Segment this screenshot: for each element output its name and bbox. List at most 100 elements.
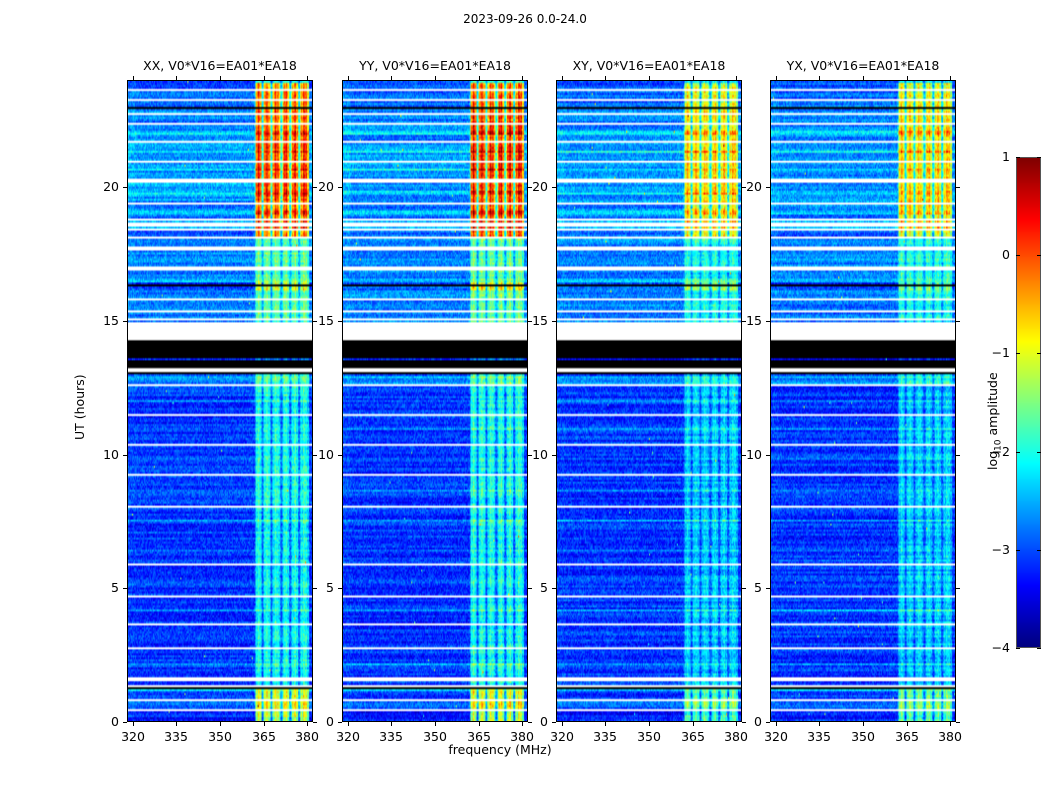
y-tick-mark-right xyxy=(956,455,960,456)
x-tick-label: 350 xyxy=(208,729,232,744)
y-tick-label: 5 xyxy=(540,580,548,595)
colorbar-axis-label: log10 amplitude xyxy=(985,372,1004,470)
x-tick-mark-top xyxy=(776,76,777,80)
colorbar-tick-mark xyxy=(1016,255,1020,256)
x-tick-mark xyxy=(307,722,308,726)
colorbar-tick-mark xyxy=(1016,550,1020,551)
x-tick-mark xyxy=(391,722,392,726)
panel-title-yy: YY, V0*V16=EA01*EA18 xyxy=(359,58,511,73)
waterfall-panel-yx[interactable] xyxy=(770,80,956,722)
x-tick-mark-top xyxy=(819,76,820,80)
y-tick-mark xyxy=(766,455,770,456)
x-tick-mark xyxy=(950,722,951,726)
dynamic-spectrum-yy xyxy=(343,81,527,721)
x-tick-mark xyxy=(522,722,523,726)
dynamic-spectrum-yx xyxy=(771,81,955,721)
x-tick-label: 365 xyxy=(252,729,276,744)
x-tick-mark xyxy=(649,722,650,726)
panel-title-yx: YX, V0*V16=EA01*EA18 xyxy=(786,58,940,73)
x-tick-mark xyxy=(435,722,436,726)
y-tick-mark-right xyxy=(313,321,317,322)
y-tick-mark xyxy=(766,588,770,589)
colorbar-tick-mark xyxy=(1037,452,1041,453)
y-tick-mark xyxy=(338,321,342,322)
y-tick-mark xyxy=(123,588,127,589)
y-tick-mark-right xyxy=(313,455,317,456)
x-tick-label: 380 xyxy=(295,729,319,744)
x-tick-mark-top xyxy=(264,76,265,80)
x-axis-label: frequency (MHz) xyxy=(448,742,552,757)
y-tick-mark xyxy=(338,588,342,589)
x-tick-label: 380 xyxy=(724,729,748,744)
x-tick-label: 350 xyxy=(423,729,447,744)
y-tick-mark xyxy=(552,455,556,456)
y-tick-label: 10 xyxy=(318,447,334,462)
x-tick-mark xyxy=(176,722,177,726)
y-tick-label: 5 xyxy=(326,580,334,595)
y-tick-label: 0 xyxy=(111,714,119,729)
colorbar-label-rest: amplitude xyxy=(985,372,1000,440)
panel-image-xx xyxy=(128,81,312,721)
y-tick-mark-right xyxy=(742,187,746,188)
x-tick-label: 365 xyxy=(681,729,705,744)
x-tick-mark-top xyxy=(176,76,177,80)
x-tick-label: 320 xyxy=(336,729,360,744)
x-tick-mark-top xyxy=(950,76,951,80)
y-tick-label: 15 xyxy=(746,313,762,328)
panel-title-xy: XY, V0*V16=EA01*EA18 xyxy=(572,58,726,73)
y-tick-mark xyxy=(552,722,556,723)
x-tick-mark xyxy=(776,722,777,726)
colorbar-gradient xyxy=(1017,158,1040,647)
panel-image-yy xyxy=(343,81,527,721)
y-tick-mark xyxy=(766,321,770,322)
waterfall-panel-xx[interactable] xyxy=(127,80,313,722)
x-tick-mark-top xyxy=(307,76,308,80)
y-tick-mark-right xyxy=(742,588,746,589)
y-tick-label: 20 xyxy=(746,179,762,194)
x-tick-mark xyxy=(605,722,606,726)
y-tick-mark-right xyxy=(528,455,532,456)
x-tick-label: 335 xyxy=(807,729,831,744)
y-tick-mark-right xyxy=(528,722,532,723)
waterfall-panel-yy[interactable] xyxy=(342,80,528,722)
x-tick-mark-top xyxy=(693,76,694,80)
y-tick-mark xyxy=(552,588,556,589)
x-tick-label: 335 xyxy=(164,729,188,744)
colorbar-tick-mark xyxy=(1016,648,1020,649)
y-tick-mark-right xyxy=(313,187,317,188)
colorbar-tick-label: 1 xyxy=(1002,149,1010,164)
x-tick-label: 320 xyxy=(764,729,788,744)
colorbar-tick-label: −3 xyxy=(991,542,1010,557)
colorbar-label-sub: 10 xyxy=(993,439,1004,451)
x-tick-mark xyxy=(348,722,349,726)
y-tick-label: 15 xyxy=(318,313,334,328)
y-tick-mark-right xyxy=(742,455,746,456)
x-tick-mark-top xyxy=(736,76,737,80)
x-tick-mark xyxy=(863,722,864,726)
y-tick-mark xyxy=(338,722,342,723)
x-tick-mark xyxy=(907,722,908,726)
x-tick-label: 320 xyxy=(121,729,145,744)
y-tick-mark-right xyxy=(528,321,532,322)
x-tick-mark-top xyxy=(391,76,392,80)
y-tick-label: 10 xyxy=(532,447,548,462)
x-tick-mark-top xyxy=(907,76,908,80)
y-tick-mark xyxy=(766,187,770,188)
waterfall-panel-xy[interactable] xyxy=(556,80,742,722)
x-tick-mark xyxy=(819,722,820,726)
y-tick-mark xyxy=(123,455,127,456)
colorbar-tick-mark xyxy=(1016,353,1020,354)
y-tick-mark-right xyxy=(528,187,532,188)
y-tick-mark xyxy=(123,722,127,723)
x-tick-label: 350 xyxy=(851,729,875,744)
figure-suptitle: 2023-09-26 0.0-24.0 xyxy=(463,12,587,26)
y-tick-label: 5 xyxy=(111,580,119,595)
colorbar xyxy=(1016,157,1041,648)
x-tick-label: 350 xyxy=(637,729,661,744)
y-tick-label: 0 xyxy=(326,714,334,729)
y-tick-mark xyxy=(123,187,127,188)
x-tick-mark-top xyxy=(649,76,650,80)
y-tick-mark xyxy=(552,187,556,188)
y-tick-label: 10 xyxy=(103,447,119,462)
